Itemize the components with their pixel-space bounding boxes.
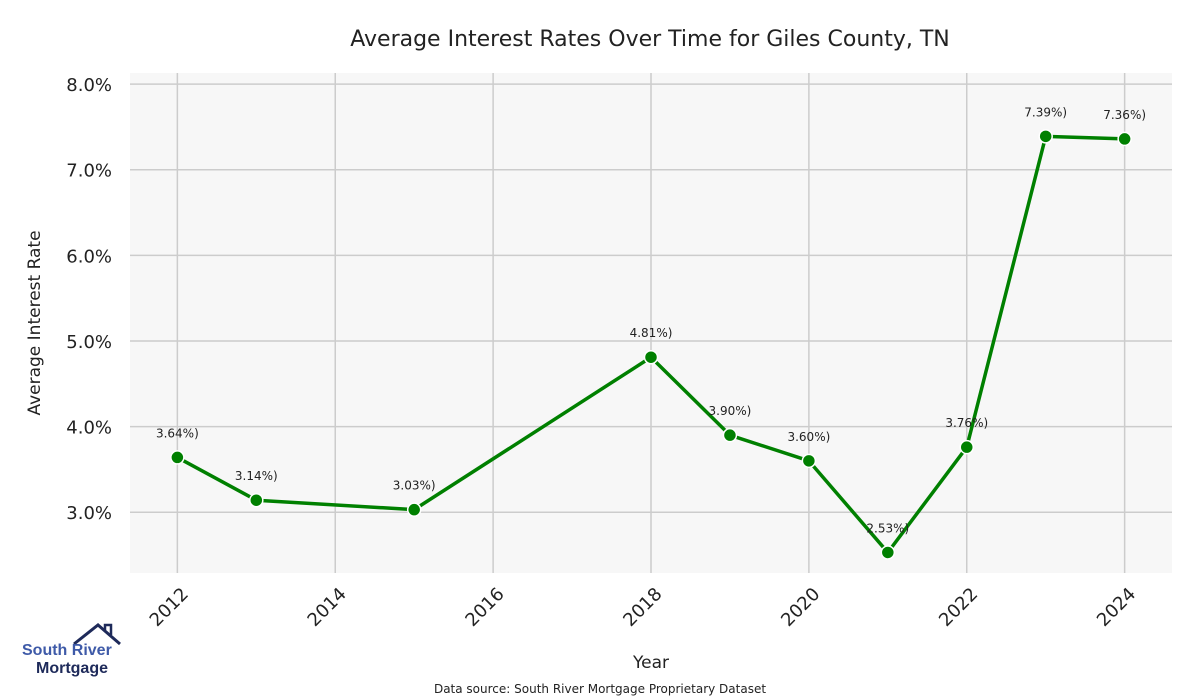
chart-title: Average Interest Rates Over Time for Gil… <box>350 27 950 52</box>
y-tick-label: 5.0% <box>66 332 112 353</box>
data-label: 3.90%) <box>709 404 752 418</box>
data-point <box>643 349 659 365</box>
south-river-mortgage-logo: South River Mortgage <box>22 622 142 682</box>
y-tick-label: 3.0% <box>66 503 112 524</box>
data-label: 4.81%) <box>630 326 673 340</box>
data-label: 7.36%) <box>1103 108 1146 122</box>
x-tick-label: 2014 <box>304 584 351 631</box>
data-label: 3.03%) <box>393 479 436 493</box>
data-label: 3.14%) <box>235 469 278 483</box>
series-line <box>176 134 1125 555</box>
data-point <box>1038 129 1053 144</box>
x-tick-label: 2022 <box>935 584 982 631</box>
x-tick-label: 2012 <box>146 584 193 631</box>
data-source: Data source: South River Mortgage Propri… <box>434 682 766 696</box>
house-icon <box>73 623 121 646</box>
logo-line-2: Mortgage <box>36 660 108 677</box>
data-label: 3.64%) <box>156 426 199 440</box>
data-point <box>801 453 817 469</box>
x-tick-label: 2024 <box>1093 584 1140 631</box>
logo-line-1: South River <box>22 642 112 659</box>
x-tick-label: 2020 <box>777 584 824 631</box>
y-tick-label: 4.0% <box>66 418 112 439</box>
data-point <box>722 427 738 443</box>
data-point <box>1117 131 1132 147</box>
x-axis-label: Year <box>632 653 669 673</box>
data-point <box>249 492 264 508</box>
data-point <box>880 545 896 560</box>
data-label: 2.53%) <box>866 521 909 535</box>
y-tick-label: 6.0% <box>66 246 112 267</box>
y-axis-label: Average Interest Rate <box>25 230 45 415</box>
data-point <box>959 439 975 455</box>
x-tick-label: 2016 <box>461 584 508 631</box>
data-label: 3.60%) <box>787 430 830 444</box>
data-point <box>406 502 422 517</box>
data-point <box>170 450 185 465</box>
y-tick-label: 8.0% <box>66 75 112 96</box>
data-label: 7.39%) <box>1024 105 1067 119</box>
data-label: 3.76%) <box>945 416 988 430</box>
x-tick-label: 2018 <box>619 584 666 631</box>
y-tick-label: 7.0% <box>66 161 112 182</box>
